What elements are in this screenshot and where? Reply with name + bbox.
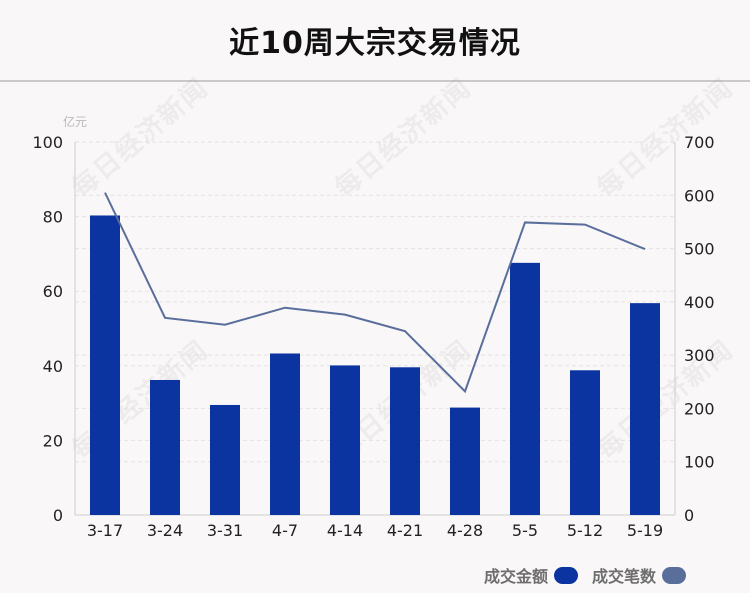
bar-5-12 bbox=[570, 370, 600, 515]
y-left-tick-label: 80 bbox=[43, 208, 63, 227]
chart-title: 近10周大宗交易情况 bbox=[229, 26, 521, 61]
bar-3-31 bbox=[210, 404, 240, 515]
y-right-tick-label: 600 bbox=[684, 186, 715, 205]
y-left-tick-label: 60 bbox=[43, 282, 63, 301]
x-tick-label: 4-7 bbox=[272, 521, 298, 540]
y-right-tick-label: 200 bbox=[684, 399, 715, 418]
x-tick-label: 4-28 bbox=[447, 521, 483, 540]
y-right-tick-label: 100 bbox=[684, 453, 715, 472]
x-tick-label: 3-24 bbox=[147, 521, 183, 540]
y-right-tick-label: 700 bbox=[684, 133, 715, 152]
y-right-tick-label: 0 bbox=[684, 506, 694, 525]
bar-4-7 bbox=[270, 353, 300, 515]
legend-swatch-count bbox=[662, 566, 687, 584]
title-divider bbox=[0, 80, 750, 82]
bar-3-17 bbox=[90, 215, 120, 515]
legend-item-amount: 成交金额 bbox=[484, 563, 579, 587]
x-tick-label: 5-12 bbox=[567, 521, 603, 540]
bar-5-19 bbox=[630, 303, 660, 515]
x-tick-label: 3-31 bbox=[207, 521, 243, 540]
legend-label-amount: 成交金额 bbox=[484, 567, 549, 586]
y-left-tick-label: 100 bbox=[32, 133, 63, 152]
bar-4-28 bbox=[450, 407, 480, 515]
y-right-tick-label: 400 bbox=[684, 293, 715, 312]
legend-label-count: 成交笔数 bbox=[592, 567, 657, 586]
y-left-tick-label: 20 bbox=[43, 431, 63, 450]
y-left-tick-label: 40 bbox=[43, 357, 63, 376]
line-series-count bbox=[104, 192, 646, 394]
x-tick-label: 4-21 bbox=[387, 521, 423, 540]
legend-swatch-amount bbox=[554, 566, 579, 584]
y-right-tick-label: 500 bbox=[684, 240, 715, 259]
y-left-unit-label: 亿元 bbox=[63, 115, 88, 129]
y-left-tick-label: 0 bbox=[53, 506, 63, 525]
bar-4-14 bbox=[330, 365, 360, 515]
legend-item-count: 成交笔数 bbox=[592, 563, 687, 587]
x-tick-label: 5-19 bbox=[627, 521, 663, 540]
bar-3-24 bbox=[150, 379, 180, 515]
bar-4-21 bbox=[390, 367, 420, 515]
x-tick-label: 3-17 bbox=[87, 521, 123, 540]
bar-5-5 bbox=[510, 262, 540, 515]
legend: 成交金额 成交笔数 bbox=[484, 563, 700, 587]
y-right-tick-label: 300 bbox=[684, 346, 715, 365]
x-tick-label: 4-14 bbox=[327, 521, 363, 540]
x-tick-label: 5-5 bbox=[512, 521, 538, 540]
